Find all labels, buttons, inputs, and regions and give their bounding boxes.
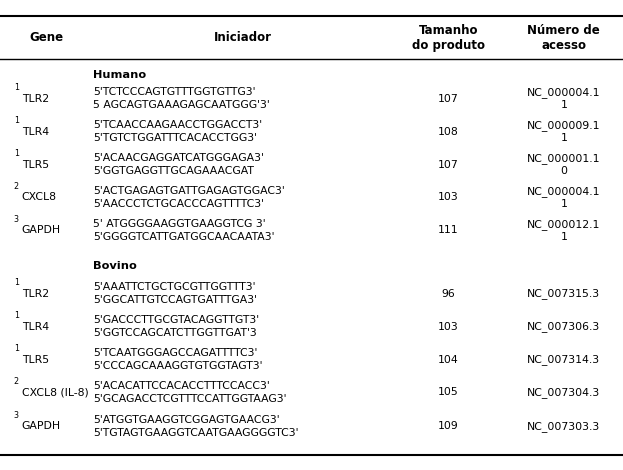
Text: Gene: Gene [30,31,64,44]
Text: 5'GGTCCAGCATCTTGGTTGAT'3: 5'GGTCCAGCATCTTGGTTGAT'3 [93,328,257,338]
Text: TLR5: TLR5 [22,354,49,365]
Text: Humano: Humano [93,70,146,80]
Text: 5'GCAGACCTCGTTTCCATTGGTAAG3': 5'GCAGACCTCGTTTCCATTGGTAAG3' [93,394,287,404]
Text: 5'ACTGAGAGTGATTGAGAGTGGAC3': 5'ACTGAGAGTGATTGAGAGTGGAC3' [93,186,285,196]
Text: 5'ACAACGAGGATCATGGGAGA3': 5'ACAACGAGGATCATGGGAGA3' [93,153,264,163]
Text: 5'GGCATTGTCCAGTGATTTGA3': 5'GGCATTGTCCAGTGATTTGA3' [93,295,257,306]
Text: 111: 111 [438,225,459,235]
Text: NC_000009.1
1: NC_000009.1 1 [527,120,601,143]
Text: 2: 2 [14,182,19,191]
Text: 5' ATGGGGAAGGTGAAGGTCG 3': 5' ATGGGGAAGGTGAAGGTCG 3' [93,219,266,229]
Text: 96: 96 [442,289,455,299]
Text: 107: 107 [438,159,459,170]
Text: 103: 103 [438,321,459,332]
Text: 5'TCAATGGGAGCCAGATTTTC3': 5'TCAATGGGAGCCAGATTTTC3' [93,348,258,358]
Text: TLR2: TLR2 [22,94,49,104]
Text: 5'TGTAGTGAAGGTCAATGAAGGGGTC3': 5'TGTAGTGAAGGTCAATGAAGGGGTC3' [93,428,299,438]
Text: TLR4: TLR4 [22,126,49,137]
Text: NC_000004.1
1: NC_000004.1 1 [527,186,601,209]
Text: 2: 2 [14,377,19,386]
Text: 105: 105 [438,387,459,398]
Text: Iniciador: Iniciador [214,31,272,44]
Text: 103: 103 [438,192,459,203]
Text: NC_007315.3: NC_007315.3 [527,288,601,299]
Text: 109: 109 [438,421,459,431]
Text: 1: 1 [14,344,19,353]
Text: 5'AAATTCTGCTGCGTTGGTTT3': 5'AAATTCTGCTGCGTTGGTTT3' [93,282,256,292]
Text: 108: 108 [438,126,459,137]
Text: NC_000001.1
0: NC_000001.1 0 [527,153,601,176]
Text: 1: 1 [14,149,19,158]
Text: Tamanho
do produto: Tamanho do produto [412,24,485,52]
Text: 1: 1 [14,116,19,125]
Text: 1: 1 [14,83,19,92]
Text: 3: 3 [14,411,19,420]
Text: 3: 3 [14,215,19,224]
Text: CXCL8: CXCL8 [22,192,57,203]
Text: NC_000004.1
1: NC_000004.1 1 [527,87,601,110]
Text: 5'GACCCTTGCGTACAGGTTGT3': 5'GACCCTTGCGTACAGGTTGT3' [93,315,260,325]
Text: TLR5: TLR5 [22,159,49,170]
Text: 107: 107 [438,94,459,104]
Text: 5 AGCAGTGAAAGAGCAATGGG'3': 5 AGCAGTGAAAGAGCAATGGG'3' [93,100,270,110]
Text: NC_000012.1
1: NC_000012.1 1 [527,219,601,242]
Text: 104: 104 [438,354,459,365]
Text: NC_007306.3: NC_007306.3 [527,321,601,332]
Text: 5'TCTCCCAGTGTTTGGTGTTG3': 5'TCTCCCAGTGTTTGGTGTTG3' [93,87,256,97]
Text: Bovino: Bovino [93,260,137,271]
Text: NC_007303.3: NC_007303.3 [527,421,601,432]
Text: 5'GGTGAGGTTGCAGAAACGAT: 5'GGTGAGGTTGCAGAAACGAT [93,166,254,176]
Text: NC_007304.3: NC_007304.3 [527,387,601,398]
Text: 5'AACCCTCTGCACCCAGTTTTC3': 5'AACCCTCTGCACCCAGTTTTC3' [93,199,264,209]
Text: 5'ATGGTGAAGGTCGGAGTGAACG3': 5'ATGGTGAAGGTCGGAGTGAACG3' [93,415,280,425]
Text: 5'ACACATTCCACACCTTTCCACC3': 5'ACACATTCCACACCTTTCCACC3' [93,381,270,391]
Text: GAPDH: GAPDH [22,421,61,431]
Text: 1: 1 [14,278,19,287]
Text: TLR4: TLR4 [22,321,49,332]
Text: TLR2: TLR2 [22,289,49,299]
Text: Número de
acesso: Número de acesso [528,24,600,52]
Text: NC_007314.3: NC_007314.3 [527,354,601,365]
Text: GAPDH: GAPDH [22,225,61,235]
Text: 5'GGGGTCATTGATGGCAACAATA3': 5'GGGGTCATTGATGGCAACAATA3' [93,232,275,242]
Text: 5'CCCAGCAAAGGTGTGGTAGT3': 5'CCCAGCAAAGGTGTGGTAGT3' [93,361,263,371]
Text: 1: 1 [14,311,19,320]
Text: CXCL8 (IL-8): CXCL8 (IL-8) [22,387,88,398]
Text: 5'TGTCTGGATTTCACACCTGG3': 5'TGTCTGGATTTCACACCTGG3' [93,133,257,143]
Text: 5'TCAACCAAGAACCTGGACCT3': 5'TCAACCAAGAACCTGGACCT3' [93,120,262,130]
